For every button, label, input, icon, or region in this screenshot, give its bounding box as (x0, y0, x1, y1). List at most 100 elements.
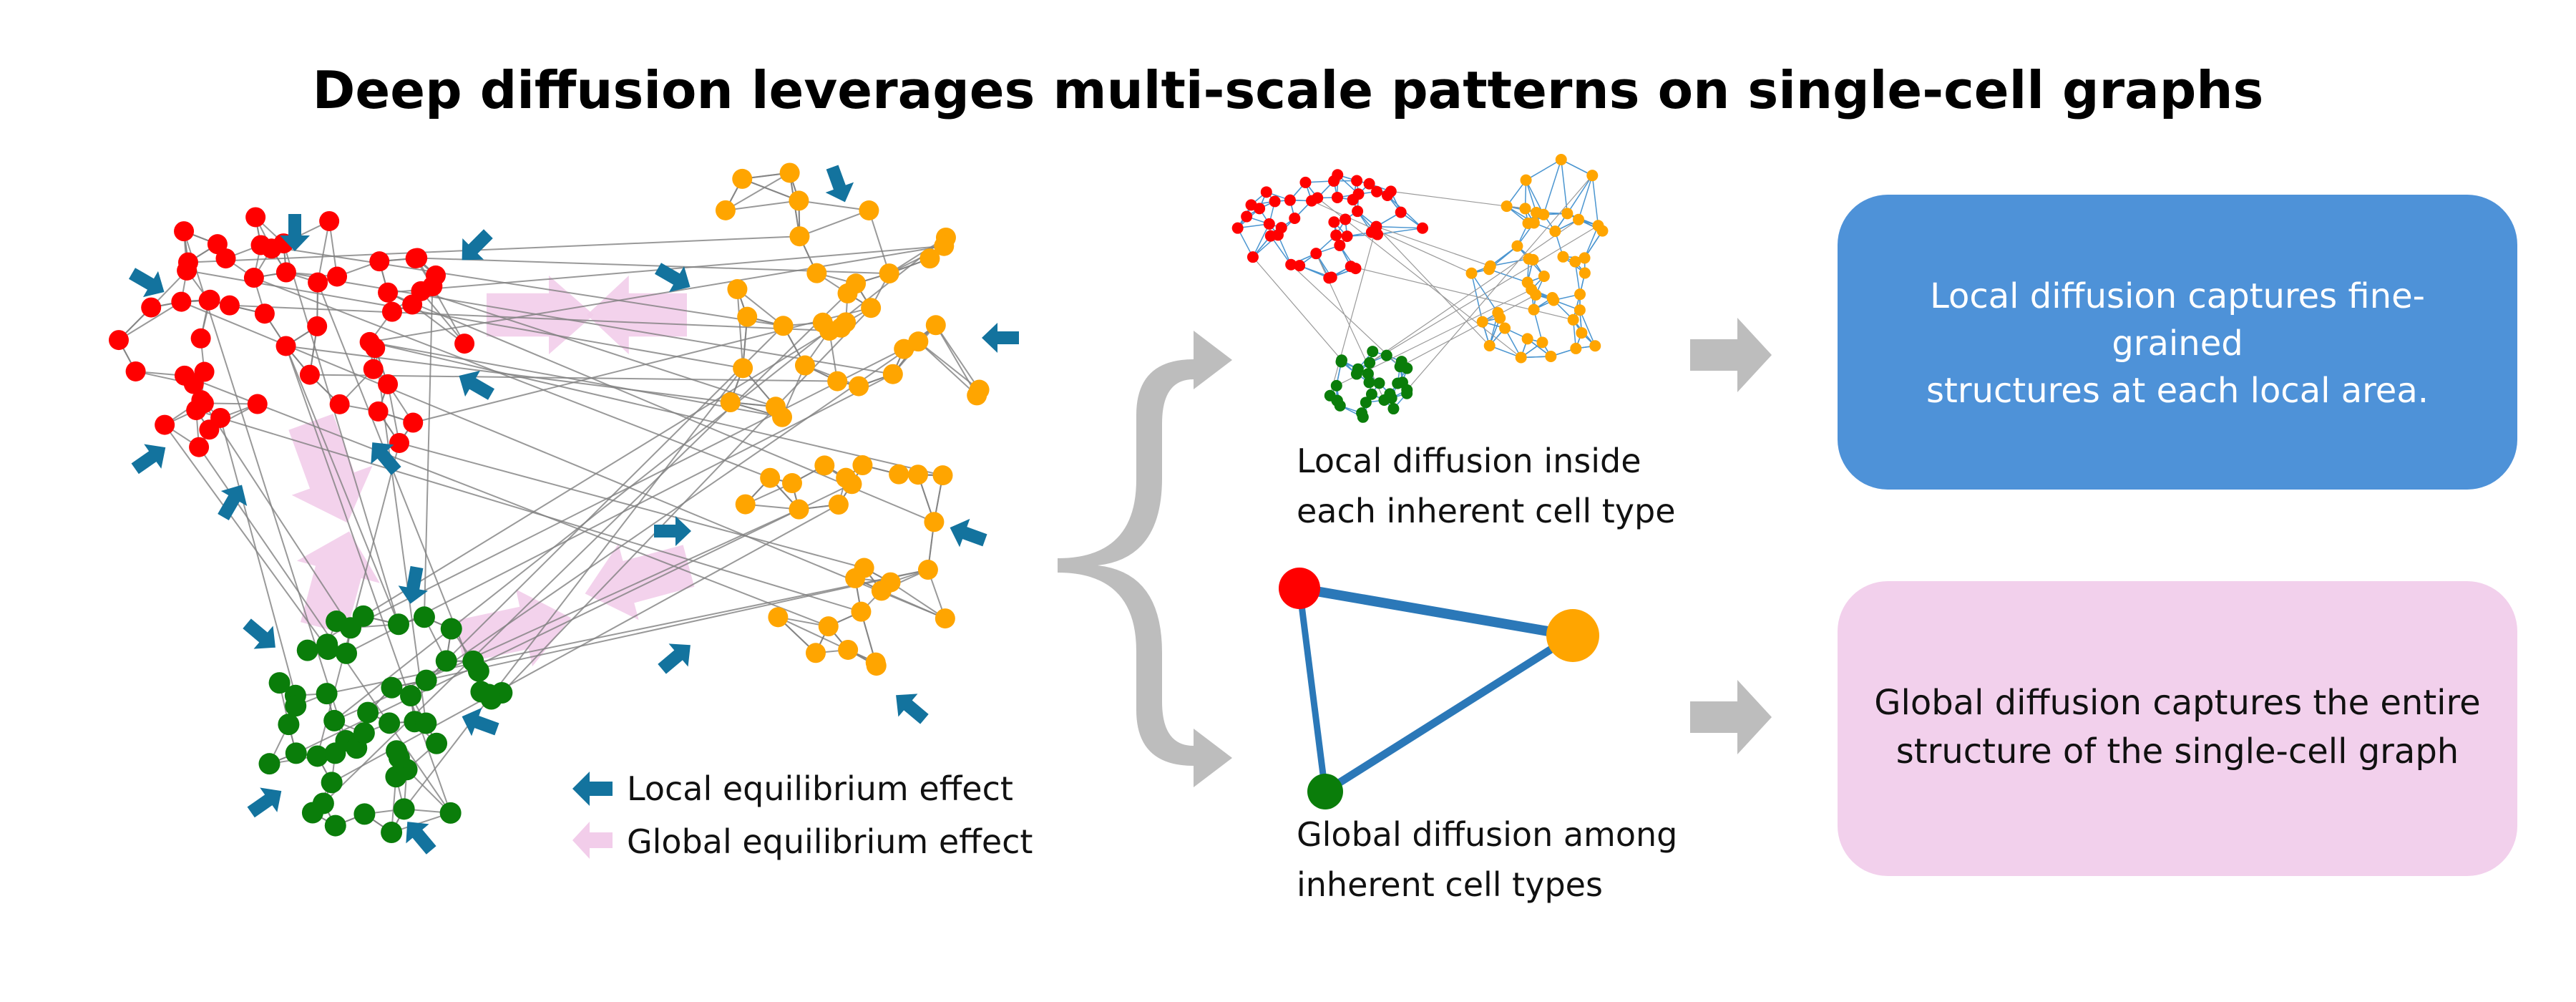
red-cell-node (308, 272, 328, 293)
orange-cell-node (1483, 263, 1496, 276)
red-cell-node (1385, 185, 1397, 198)
red-cell-node (1285, 258, 1297, 271)
legend-global-arrow-icon (572, 822, 613, 859)
red-cell-node (381, 301, 402, 322)
red-cell-node (1340, 213, 1352, 225)
green-cell-node (1392, 377, 1404, 389)
graph-edge (399, 442, 864, 569)
local-edge (1377, 227, 1423, 235)
graph-edge (180, 301, 946, 620)
green-cell-node (336, 642, 358, 664)
red-cell-node (1363, 177, 1375, 190)
red-cell-node (261, 238, 282, 259)
local-arrow (982, 323, 1019, 353)
green-cell-node (312, 792, 334, 814)
local-edge (1543, 159, 1562, 215)
local-arrow (371, 442, 401, 475)
orange-cell-node (935, 608, 955, 629)
graph-edge (183, 230, 347, 741)
edge-red-green (1296, 588, 1329, 792)
local-edge (1579, 309, 1596, 346)
local-arrow-body (654, 263, 691, 293)
cross-edge (1311, 200, 1472, 274)
brace-arrow-shape (1058, 331, 1232, 787)
orange-cell-node (1536, 336, 1548, 349)
cross-edge (1290, 264, 1401, 367)
local-arrow (243, 618, 275, 649)
local-arrow-body (982, 323, 1019, 353)
brace-splitter (1058, 331, 1232, 787)
red-cell-node (1310, 248, 1322, 260)
red-cell-node (1372, 228, 1384, 240)
green-cell-node (379, 712, 401, 734)
graph-edge (187, 235, 800, 263)
orange-cell-node (882, 364, 903, 384)
graph-edge (220, 417, 862, 613)
red-cell-node (1416, 222, 1428, 234)
pink-arrow-left-top (587, 276, 687, 354)
green-cell-node (1378, 394, 1390, 406)
local-arrow-body (398, 565, 428, 604)
local-arrow (658, 643, 691, 674)
local-arrow-body (247, 787, 282, 818)
green-cell-node (316, 633, 338, 656)
local-arrow-body (371, 442, 401, 475)
local-arrow (950, 518, 987, 548)
graph-edge (203, 402, 351, 628)
figure-title: Deep diffusion leverages multi-scale pat… (312, 60, 2264, 120)
orange-cell-node (1555, 154, 1567, 166)
green-cell-node (1335, 356, 1347, 368)
local-arrow (406, 822, 436, 855)
orange-cell-node (1494, 312, 1506, 324)
red-cell-node (1312, 192, 1324, 204)
orange-cell-node (768, 607, 789, 628)
red-cell-node (243, 268, 264, 288)
legend-local-label: Local equilibrium effect (627, 769, 1013, 808)
green-cell-node (353, 722, 375, 744)
local-edge (1270, 235, 1292, 266)
orange-cell-node (849, 376, 869, 397)
red-cell-node (389, 432, 409, 453)
local-arrow (280, 214, 310, 251)
local-edge (1470, 273, 1483, 322)
green-cell-node (1401, 362, 1413, 374)
orange-cell-node (865, 652, 886, 673)
orange-cell-node (1519, 203, 1531, 215)
graph-edge (725, 200, 799, 211)
local-edge (1566, 175, 1593, 214)
local-edge (1525, 180, 1544, 215)
local-edge (1561, 159, 1593, 176)
local-edge (1561, 159, 1568, 214)
orange-cell-node (1567, 313, 1579, 326)
graph-edge (369, 245, 945, 343)
red-cell-node (141, 297, 162, 318)
green-cell-node (393, 798, 415, 820)
green-cell-node (415, 669, 437, 691)
red-cell-node (1332, 169, 1344, 181)
orange-cell-node (781, 473, 802, 494)
red-cell-node (299, 364, 320, 385)
local-arrow (459, 370, 495, 400)
red-cell-node (189, 437, 210, 457)
orange-cell-node (859, 200, 879, 220)
edge-orange-green (1323, 632, 1575, 795)
global-box-line1: Global diffusion captures the entire (1874, 683, 2480, 723)
orange-cell-node (1501, 200, 1513, 213)
red-cell-node (215, 248, 236, 269)
red-cell-node (454, 334, 475, 354)
orange-cell-node (932, 465, 953, 486)
orange-cell-node (1549, 225, 1561, 238)
orange-cell-node (1530, 288, 1542, 301)
local-edge (1376, 225, 1423, 229)
red-cell-node (1328, 216, 1340, 228)
global-box-line2: structure of the single-cell graph (1896, 731, 2459, 772)
red-cell-node (378, 374, 399, 394)
green-cell-node (470, 681, 492, 703)
orange-cell-node (1579, 252, 1591, 264)
orange-cell-node (715, 200, 736, 220)
green-cell-node (258, 753, 280, 775)
red-cell-node (1289, 212, 1301, 224)
red-cell-node (1264, 230, 1277, 242)
green-cell-node (1362, 368, 1374, 380)
orange-cell-node (1570, 342, 1582, 354)
